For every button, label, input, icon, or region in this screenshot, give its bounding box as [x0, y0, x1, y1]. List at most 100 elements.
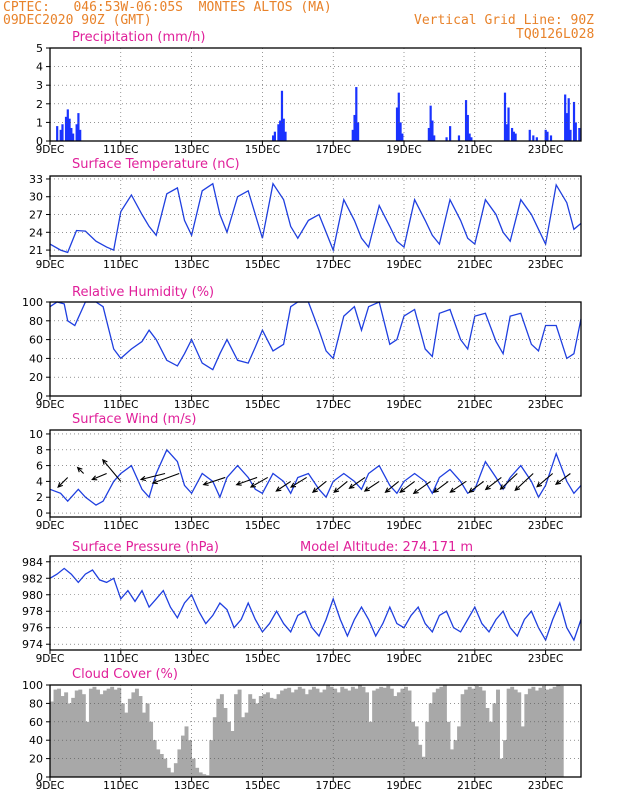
- y-tick-label: 0: [36, 135, 43, 148]
- cloud-bar: [251, 698, 256, 777]
- y-tick-label: 2: [36, 491, 43, 504]
- series-line: [49, 448, 582, 506]
- x-tick-label: 17DEC: [315, 399, 350, 411]
- cloud-bar: [471, 688, 476, 777]
- x-tick-label: 9DEC: [36, 520, 65, 532]
- cloud-bar: [297, 686, 302, 777]
- cloud-bar: [372, 690, 377, 777]
- cloud-bar: [145, 703, 150, 777]
- precip-bar: [395, 107, 399, 141]
- precip-bar: [569, 129, 572, 141]
- x-tick-label: 19DEC: [386, 780, 421, 792]
- y-tick-label: 21: [29, 244, 43, 257]
- x-tick-label: 17DEC: [315, 144, 350, 156]
- cloud-bar: [216, 698, 221, 777]
- cloud-bar: [432, 692, 437, 777]
- x-tick-label: 23DEC: [528, 259, 563, 271]
- cloud-bar: [411, 721, 416, 777]
- precip-bar: [468, 133, 471, 141]
- wind-arrow: [384, 480, 400, 494]
- cloud-bar: [138, 696, 143, 777]
- y-tick-label: 980: [22, 589, 43, 602]
- cloud-bar: [506, 688, 511, 777]
- cloud-bar: [503, 740, 508, 777]
- cloud-bar: [336, 692, 341, 777]
- y-tick-label: 80: [29, 315, 43, 328]
- x-tick-label: 15DEC: [245, 653, 280, 665]
- cloud-bar: [453, 740, 458, 777]
- cloud-bar: [223, 708, 228, 777]
- x-tick-label: 19DEC: [386, 653, 421, 665]
- cloud-bar: [421, 756, 426, 777]
- cloud-bar: [527, 688, 532, 777]
- cloud-bar: [304, 694, 309, 777]
- cloud-bar: [375, 688, 380, 777]
- precip-bar: [505, 124, 508, 141]
- x-tick-label: 21DEC: [457, 520, 492, 532]
- cloud-bar: [333, 688, 338, 777]
- precip-bar: [279, 120, 282, 141]
- cloud-bar: [467, 686, 472, 777]
- y-tick-label: 0: [36, 390, 43, 403]
- cloud-bar: [400, 688, 405, 777]
- y-tick-label: 30: [29, 191, 43, 204]
- precip-bar: [457, 135, 461, 141]
- y-tick-label: 10: [29, 428, 43, 441]
- y-tick-label: 974: [22, 638, 43, 651]
- y-tick-label: 20: [29, 371, 43, 384]
- cloud-bar: [404, 686, 408, 777]
- cloud-bar: [219, 694, 224, 777]
- cloud-bar: [311, 686, 316, 777]
- series-line: [49, 301, 582, 371]
- panel-title: Precipitation (mm/h): [72, 30, 205, 45]
- x-tick-label: 15DEC: [245, 780, 280, 792]
- cloud-bar: [368, 721, 373, 777]
- x-tick-label: 9DEC: [36, 144, 65, 156]
- cloud-bar: [379, 686, 384, 777]
- x-tick-label: 9DEC: [36, 653, 65, 665]
- x-tick-label: 13DEC: [174, 259, 209, 271]
- cloud-bar: [85, 721, 90, 777]
- y-tick-label: 0: [36, 507, 43, 520]
- wind-arrow: [499, 473, 518, 490]
- x-tick-label: 15DEC: [245, 144, 280, 156]
- cloud-bar: [513, 689, 518, 777]
- precip-bar: [514, 133, 517, 141]
- cloud-bar: [460, 694, 465, 777]
- cloud-bar: [481, 690, 486, 777]
- x-tick-label: 11DEC: [103, 520, 138, 532]
- cloud-bar: [329, 686, 334, 777]
- wind-arrow: [333, 480, 348, 494]
- panel-title: Relative Humidity (%): [72, 285, 214, 300]
- pressure-panel: Surface Pressure (hPa) Model Altitude: 27…: [22, 540, 582, 665]
- precip-bar: [56, 126, 59, 141]
- x-tick-label: 13DEC: [174, 399, 209, 411]
- x-tick-label: 13DEC: [174, 780, 209, 792]
- cloud-bar: [191, 758, 196, 777]
- cloud-bar: [499, 758, 504, 777]
- y-tick-label: 60: [29, 334, 43, 347]
- cloud-bar: [478, 686, 483, 777]
- cloud-bar: [531, 686, 536, 777]
- cloud-bar: [81, 694, 86, 777]
- cloud-bar: [386, 685, 391, 777]
- cloud-bar: [244, 712, 249, 777]
- cloud-bar: [357, 685, 362, 777]
- wind-arrow: [363, 480, 380, 492]
- cloud-bar: [127, 698, 132, 777]
- precip-bar: [61, 124, 64, 141]
- wind-arrow: [151, 472, 180, 485]
- cloud-bar: [180, 735, 185, 777]
- y-tick-label: 40: [29, 352, 43, 365]
- x-tick-label: 17DEC: [315, 520, 350, 532]
- x-tick-label: 15DEC: [245, 399, 280, 411]
- cloud-bar: [237, 689, 242, 777]
- wind-arrow: [536, 473, 554, 488]
- precip-bar: [273, 131, 276, 141]
- cloud-cover-panel: Cloud Cover (%) 0 20 40 60 80 100 9DEC 11DEC 13DE…: [22, 667, 582, 792]
- precip-bar: [445, 137, 448, 141]
- y-tick-label: 0: [36, 771, 43, 784]
- cloud-bar: [354, 688, 359, 777]
- wind-arrow: [554, 473, 571, 486]
- cloud-bar: [149, 721, 154, 777]
